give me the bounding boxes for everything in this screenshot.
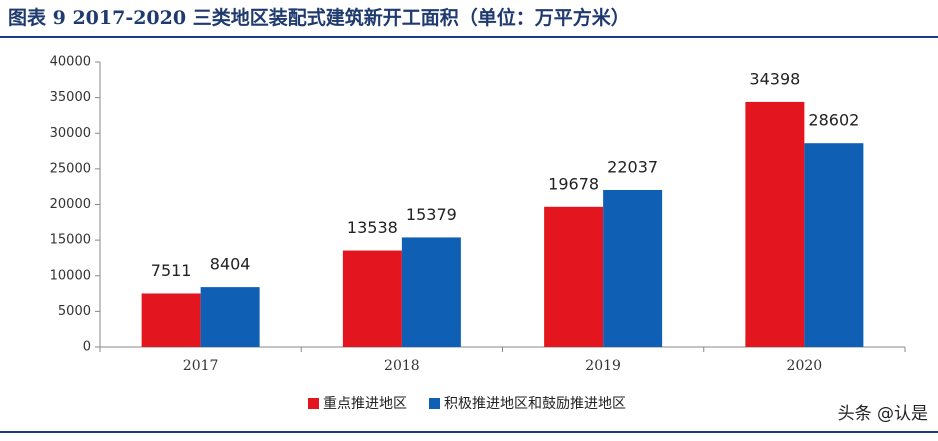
watermark: 头条 @认是 xyxy=(838,404,928,424)
y-tick-label: 20000 xyxy=(50,197,91,212)
value-label: 22037 xyxy=(607,157,658,176)
bar xyxy=(342,250,402,347)
bar xyxy=(401,237,461,347)
x-tick-label: 2017 xyxy=(183,358,219,374)
legend-label: 积极推进地区和鼓励推进地区 xyxy=(444,396,626,412)
y-tick-label: 30000 xyxy=(50,126,91,141)
y-tick-label: 10000 xyxy=(50,268,91,283)
value-label: 34398 xyxy=(749,69,800,88)
bar xyxy=(141,293,201,347)
bar xyxy=(544,206,604,347)
y-tick-label: 35000 xyxy=(50,90,91,105)
legend-swatch xyxy=(308,398,319,409)
value-label: 13538 xyxy=(347,218,398,237)
bar xyxy=(603,189,663,347)
y-tick-label: 0 xyxy=(83,340,91,355)
y-tick-label: 40000 xyxy=(50,55,91,70)
value-label: 8404 xyxy=(210,255,251,274)
x-tick-label: 2019 xyxy=(585,358,621,374)
value-label: 19678 xyxy=(548,174,599,193)
value-label: 15379 xyxy=(406,205,457,224)
y-tick-label: 25000 xyxy=(50,161,91,176)
x-tick-label: 2020 xyxy=(787,358,823,374)
bar xyxy=(200,287,260,347)
bar xyxy=(745,101,805,348)
x-tick-label: 2018 xyxy=(384,358,420,374)
legend-label: 重点推进地区 xyxy=(323,396,407,412)
chart-title: 图表 9 2017-2020 三类地区装配式建筑新开工面积（单位：万平方米） xyxy=(8,6,630,29)
value-label: 28602 xyxy=(808,111,859,130)
bar xyxy=(804,143,864,347)
y-tick-label: 15000 xyxy=(50,233,91,248)
value-label: 7511 xyxy=(151,261,192,280)
y-tick-label: 5000 xyxy=(58,304,91,319)
legend-swatch xyxy=(429,398,440,409)
